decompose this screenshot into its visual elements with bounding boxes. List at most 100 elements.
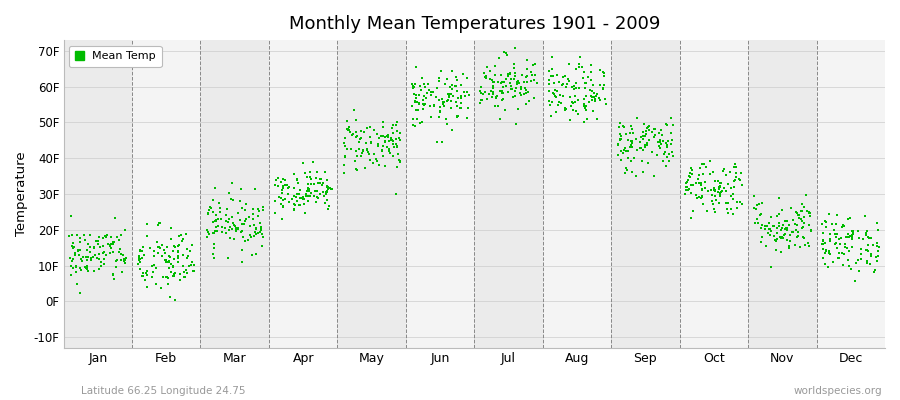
Point bbox=[301, 186, 315, 192]
Point bbox=[585, 88, 599, 94]
Point bbox=[321, 184, 336, 190]
Point bbox=[338, 135, 352, 141]
Point bbox=[474, 84, 489, 90]
Point bbox=[461, 105, 475, 111]
Point bbox=[626, 130, 640, 136]
Point bbox=[211, 216, 225, 222]
Point bbox=[779, 227, 794, 233]
Point bbox=[639, 128, 653, 134]
Point bbox=[835, 250, 850, 256]
Point bbox=[842, 234, 856, 240]
Point bbox=[724, 185, 739, 191]
Point bbox=[101, 241, 115, 247]
Point bbox=[547, 87, 562, 94]
Point bbox=[221, 190, 236, 196]
Point bbox=[229, 228, 243, 234]
Point bbox=[503, 80, 517, 86]
Point bbox=[172, 241, 186, 248]
Point bbox=[302, 186, 317, 192]
Point bbox=[207, 218, 221, 225]
Point bbox=[866, 242, 880, 248]
Point bbox=[824, 220, 839, 227]
Point bbox=[824, 238, 838, 244]
Point bbox=[248, 232, 262, 239]
Point bbox=[652, 130, 666, 136]
Point bbox=[442, 92, 456, 98]
Point bbox=[553, 92, 567, 98]
Point bbox=[567, 82, 581, 89]
Point bbox=[105, 241, 120, 248]
Point bbox=[103, 250, 117, 256]
Point bbox=[720, 206, 734, 213]
Point bbox=[73, 238, 87, 245]
Point bbox=[187, 268, 202, 274]
Point bbox=[152, 244, 166, 250]
Point bbox=[309, 175, 323, 181]
Point bbox=[226, 220, 240, 226]
Point bbox=[611, 152, 625, 159]
Point bbox=[154, 285, 168, 291]
Point bbox=[774, 235, 788, 242]
Point bbox=[861, 248, 876, 254]
Point bbox=[173, 271, 187, 278]
Point bbox=[713, 190, 727, 196]
Point bbox=[68, 264, 83, 270]
Point bbox=[642, 136, 656, 143]
Point bbox=[486, 91, 500, 97]
Point bbox=[376, 153, 391, 159]
Point bbox=[657, 151, 671, 158]
Point bbox=[830, 244, 844, 251]
Point bbox=[548, 94, 562, 100]
Point bbox=[664, 148, 679, 155]
Point bbox=[770, 213, 784, 219]
Point bbox=[499, 83, 513, 89]
Point bbox=[76, 232, 91, 238]
Point bbox=[291, 180, 305, 186]
Point bbox=[871, 247, 886, 254]
Point bbox=[625, 169, 639, 175]
Legend: Mean Temp: Mean Temp bbox=[69, 46, 162, 67]
Point bbox=[320, 185, 335, 191]
Point bbox=[747, 193, 761, 199]
Point bbox=[114, 251, 129, 258]
Point bbox=[408, 98, 422, 104]
Point bbox=[685, 182, 699, 189]
Point bbox=[136, 270, 150, 276]
Point bbox=[472, 88, 487, 94]
Point bbox=[716, 166, 731, 172]
Point bbox=[500, 71, 515, 78]
Point bbox=[153, 220, 167, 227]
Point bbox=[621, 154, 635, 161]
Point bbox=[841, 216, 855, 222]
Point bbox=[167, 271, 182, 277]
Point bbox=[522, 98, 536, 105]
Point bbox=[872, 244, 886, 250]
Point bbox=[578, 105, 592, 112]
Point bbox=[251, 206, 266, 212]
Point bbox=[766, 223, 780, 229]
Point bbox=[416, 101, 430, 108]
Point bbox=[338, 154, 352, 161]
Point bbox=[236, 234, 250, 240]
Point bbox=[762, 220, 777, 226]
Point bbox=[449, 83, 464, 89]
Point bbox=[231, 225, 246, 232]
Point bbox=[774, 227, 788, 234]
Text: worldspecies.org: worldspecies.org bbox=[794, 386, 882, 396]
Point bbox=[97, 248, 112, 255]
Point bbox=[170, 255, 184, 261]
Point bbox=[382, 146, 396, 152]
Point bbox=[664, 130, 679, 136]
Point bbox=[374, 132, 388, 139]
Point bbox=[361, 149, 375, 156]
Point bbox=[441, 91, 455, 97]
Point bbox=[796, 224, 810, 230]
Point bbox=[653, 139, 668, 145]
Point bbox=[173, 277, 187, 283]
Point bbox=[139, 269, 153, 276]
Point bbox=[684, 171, 698, 177]
Point bbox=[577, 119, 591, 125]
Bar bbox=[748, 40, 816, 348]
Point bbox=[796, 220, 811, 227]
Point bbox=[830, 212, 844, 218]
